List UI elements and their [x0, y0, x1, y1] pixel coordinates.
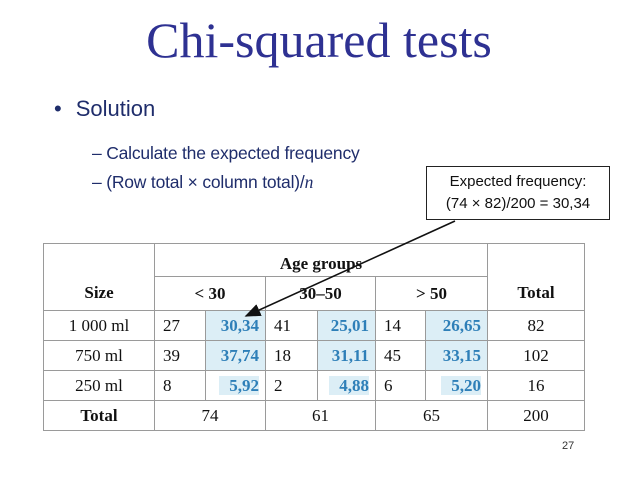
expected-cell: 5,92 — [205, 370, 266, 401]
page-number: 27 — [562, 440, 575, 452]
sub-item-n: n — [304, 172, 314, 192]
expected-value: 4,88 — [329, 375, 369, 395]
observed-cell: 27 — [154, 310, 206, 341]
grand-total-cell: 200 — [487, 400, 585, 431]
totals-label: Total — [43, 400, 155, 431]
column-header-under-30: < 30 — [154, 276, 266, 311]
table-row: 750 ml 39 37,74 18 31,11 45 33,15 102 — [43, 340, 585, 371]
expected-cell: 4,88 — [317, 370, 376, 401]
callout-line-2: (74 × 82)/200 = 30,34 — [445, 195, 591, 212]
totals-row: Total 74 61 65 200 — [43, 400, 585, 431]
bullet-solution: • Solution — [54, 96, 155, 122]
row-total-cell: 82 — [487, 310, 585, 341]
size-cell: 250 ml — [43, 370, 155, 401]
column-header-30-50: 30–50 — [265, 276, 376, 311]
observed-cell: 14 — [375, 310, 426, 341]
row-total-cell: 16 — [487, 370, 585, 401]
column-total-cell: 74 — [154, 400, 266, 431]
observed-cell: 8 — [154, 370, 206, 401]
expected-value: 5,92 — [219, 375, 259, 395]
table-row: 250 ml 8 5,92 2 4,88 6 5,20 16 — [43, 370, 585, 401]
frequency-table: Size Age groups Total < 30 30–50 > 50 1 … — [43, 243, 585, 431]
observed-cell: 6 — [375, 370, 426, 401]
size-cell: 1 000 ml — [43, 310, 155, 341]
table-header-row: Size Age groups Total — [43, 243, 585, 311]
callout-line-1: Expected frequency: — [449, 173, 587, 190]
total-header: Total — [487, 243, 585, 311]
observed-cell: 45 — [375, 340, 426, 371]
slide-title: Chi-squared tests — [146, 12, 492, 68]
sub-item-label: Calculate the expected frequency — [106, 143, 360, 163]
column-header-over-50: > 50 — [375, 276, 488, 311]
observed-cell: 2 — [265, 370, 318, 401]
size-header: Size — [43, 243, 155, 311]
expected-value: 5,20 — [441, 375, 481, 395]
expected-cell: 33,15 — [425, 340, 488, 371]
table-row: 1 000 ml 27 30,34 41 25,01 14 26,65 82 — [43, 310, 585, 341]
observed-cell: 41 — [265, 310, 318, 341]
sub-item-calculate: – Calculate the expected frequency — [92, 143, 360, 163]
sub-item-label: (Row total × column total)/ — [106, 172, 305, 192]
expected-cell: 31,11 — [317, 340, 376, 371]
expected-cell: 5,20 — [425, 370, 488, 401]
expected-frequency-callout: Expected frequency: (74 × 82)/200 = 30,3… — [426, 166, 610, 220]
expected-cell: 37,74 — [205, 340, 266, 371]
expected-cell: 30,34 — [205, 310, 266, 341]
expected-cell: 25,01 — [317, 310, 376, 341]
bullet-label: Solution — [75, 96, 156, 121]
bullet-dot-icon: • — [54, 96, 62, 121]
column-total-cell: 61 — [265, 400, 376, 431]
sub-item-formula: – (Row total × column total)/n — [92, 172, 314, 192]
row-total-cell: 102 — [487, 340, 585, 371]
age-groups-header: Age groups — [154, 243, 488, 277]
column-total-cell: 65 — [375, 400, 488, 431]
size-cell: 750 ml — [43, 340, 155, 371]
observed-cell: 18 — [265, 340, 318, 371]
observed-cell: 39 — [154, 340, 206, 371]
expected-cell: 26,65 — [425, 310, 488, 341]
